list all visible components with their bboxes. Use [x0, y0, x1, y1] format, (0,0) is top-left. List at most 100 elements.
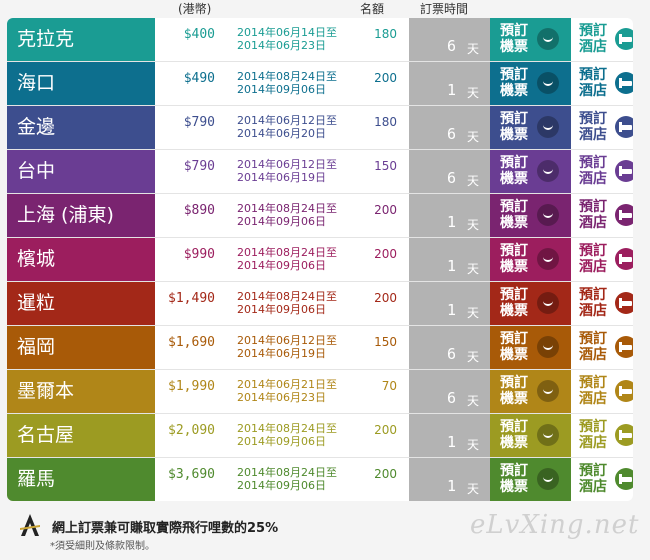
seat-quota: 180 [374, 115, 397, 129]
travel-period: 2014年06月14日至 2014年06月23日 [237, 26, 337, 52]
book-hotel-label: 預訂酒店 [579, 111, 607, 143]
book-ticket-button[interactable]: 預訂機票 [490, 106, 571, 149]
book-ticket-button[interactable]: 預訂機票 [490, 282, 571, 325]
travel-date-to: 2014年09月06日 [237, 435, 326, 448]
book-ticket-button[interactable]: 預訂機票 [490, 150, 571, 193]
destination-city: 海口 [7, 62, 155, 105]
book-ticket-button[interactable]: 預訂機票 [490, 18, 571, 61]
fare-price: $3,690 [168, 467, 215, 482]
book-hotel-label: 預訂酒店 [579, 463, 607, 495]
travel-period: 2014年08月24日至 2014年09月06日 [237, 422, 337, 448]
book-hotel-button[interactable]: 預訂酒店 [571, 370, 633, 413]
travel-date-to: 2014年09月06日 [237, 479, 326, 492]
table-row: 名古屋 $2,090 2014年08月24日至 2014年09月06日 200 1 天預訂機… [7, 414, 633, 458]
destination-city: 暹粒 [7, 282, 155, 325]
booking-days-number: 6 [447, 345, 457, 363]
book-hotel-button[interactable]: 預訂酒店 [571, 458, 633, 501]
book-ticket-label: 預訂機票 [500, 67, 528, 99]
book-hotel-label: 預訂酒店 [579, 67, 607, 99]
book-hotel-label: 預訂酒店 [579, 199, 607, 231]
travel-date-to: 2014年06月23日 [237, 391, 326, 404]
book-hotel-button[interactable]: 預訂酒店 [571, 62, 633, 105]
booking-days-number: 6 [447, 125, 457, 143]
destination-city: 福岡 [7, 326, 155, 369]
booking-days-number: 1 [447, 433, 457, 451]
travel-period: 2014年06月21日至 2014年06月23日 [237, 378, 337, 404]
seat-quota: 200 [374, 467, 397, 481]
bed-icon [615, 204, 633, 226]
fare-price: $790 [183, 115, 215, 130]
book-ticket-button[interactable]: 預訂機票 [490, 414, 571, 457]
travel-period: 2014年06月12日至 2014年06月19日 [237, 158, 337, 184]
booking-days-unit: 天 [467, 130, 480, 144]
header-currency: (港幣) [178, 2, 212, 16]
bed-icon [615, 292, 633, 314]
seat-quota: 200 [374, 247, 397, 261]
travel-date-from: 2014年08月24日至 [237, 290, 337, 303]
booking-days-unit: 天 [467, 174, 480, 188]
book-hotel-button[interactable]: 預訂酒店 [571, 18, 633, 61]
travel-period: 2014年08月24日至 2014年09月06日 [237, 70, 337, 96]
booking-days-number: 6 [447, 37, 457, 55]
destination-city: 名古屋 [7, 414, 155, 457]
travel-date-to: 2014年06月23日 [237, 39, 326, 52]
travel-period: 2014年08月24日至 2014年09月06日 [237, 202, 337, 228]
fare-price: $990 [183, 247, 215, 262]
travel-period: 2014年06月12日至 2014年06月20日 [237, 114, 337, 140]
booking-days-number: 1 [447, 477, 457, 495]
seat-quota: 200 [374, 203, 397, 217]
table-row: 克拉克 $400 2014年06月14日至 2014年06月23日 180 6 天預訂機票預… [7, 18, 633, 62]
fare-price: $790 [183, 159, 215, 174]
bed-icon [615, 424, 633, 446]
destination-city: 金邊 [7, 106, 155, 149]
book-ticket-button[interactable]: 預訂機票 [490, 194, 571, 237]
bed-icon [615, 248, 633, 270]
bed-icon [615, 116, 633, 138]
book-hotel-button[interactable]: 預訂酒店 [571, 414, 633, 457]
bed-icon [615, 160, 633, 182]
travel-date-to: 2014年06月19日 [237, 171, 326, 184]
booking-days-unit: 天 [467, 482, 480, 496]
book-ticket-label: 預訂機票 [500, 287, 528, 319]
travel-period: 2014年08月24日至 2014年09月06日 [237, 466, 337, 492]
fare-price: $400 [183, 27, 215, 42]
travel-date-from: 2014年06月12日至 [237, 114, 337, 127]
bed-icon [615, 468, 633, 490]
book-hotel-button[interactable]: 預訂酒店 [571, 326, 633, 369]
book-ticket-button[interactable]: 預訂機票 [490, 238, 571, 281]
book-hotel-button[interactable]: 預訂酒店 [571, 238, 633, 281]
book-hotel-label: 預訂酒店 [579, 23, 607, 55]
book-hotel-button[interactable]: 預訂酒店 [571, 282, 633, 325]
book-ticket-button[interactable]: 預訂機票 [490, 62, 571, 105]
seat-quota: 200 [374, 71, 397, 85]
book-hotel-button[interactable]: 預訂酒店 [571, 194, 633, 237]
book-ticket-button[interactable]: 預訂機票 [490, 370, 571, 413]
book-hotel-button[interactable]: 預訂酒店 [571, 106, 633, 149]
travel-date-from: 2014年08月24日至 [237, 466, 337, 479]
booking-days-unit: 天 [467, 218, 480, 232]
fare-price: $1,990 [168, 379, 215, 394]
bed-icon [615, 72, 633, 94]
table-row: 金邊 $790 2014年06月12日至 2014年06月20日 180 6 天預訂機票 預訂… [7, 106, 633, 150]
booking-days-number: 1 [447, 257, 457, 275]
seat-quota: 200 [374, 291, 397, 305]
table-row: 羅馬 $3,690 2014年08月24日至 2014年09月06日 200 1 天預訂機票… [7, 458, 633, 501]
fare-price: $490 [183, 71, 215, 86]
table-row: 海口 $490 2014年08月24日至 2014年09月06日 200 1 天預訂機票 預訂… [7, 62, 633, 106]
booking-days-number: 1 [447, 81, 457, 99]
book-ticket-button[interactable]: 預訂機票 [490, 458, 571, 501]
table-row: 台中 $790 2014年06月12日至 2014年06月19日 150 6 天預訂機票 預訂… [7, 150, 633, 194]
smile-icon [537, 336, 559, 358]
smile-icon [537, 424, 559, 446]
booking-days-number: 1 [447, 213, 457, 231]
smile-icon [537, 468, 559, 490]
travel-date-from: 2014年06月21日至 [237, 378, 337, 391]
smile-icon [537, 380, 559, 402]
book-ticket-button[interactable]: 預訂機票 [490, 326, 571, 369]
book-hotel-button[interactable]: 預訂酒店 [571, 150, 633, 193]
booking-days-unit: 天 [467, 438, 480, 452]
